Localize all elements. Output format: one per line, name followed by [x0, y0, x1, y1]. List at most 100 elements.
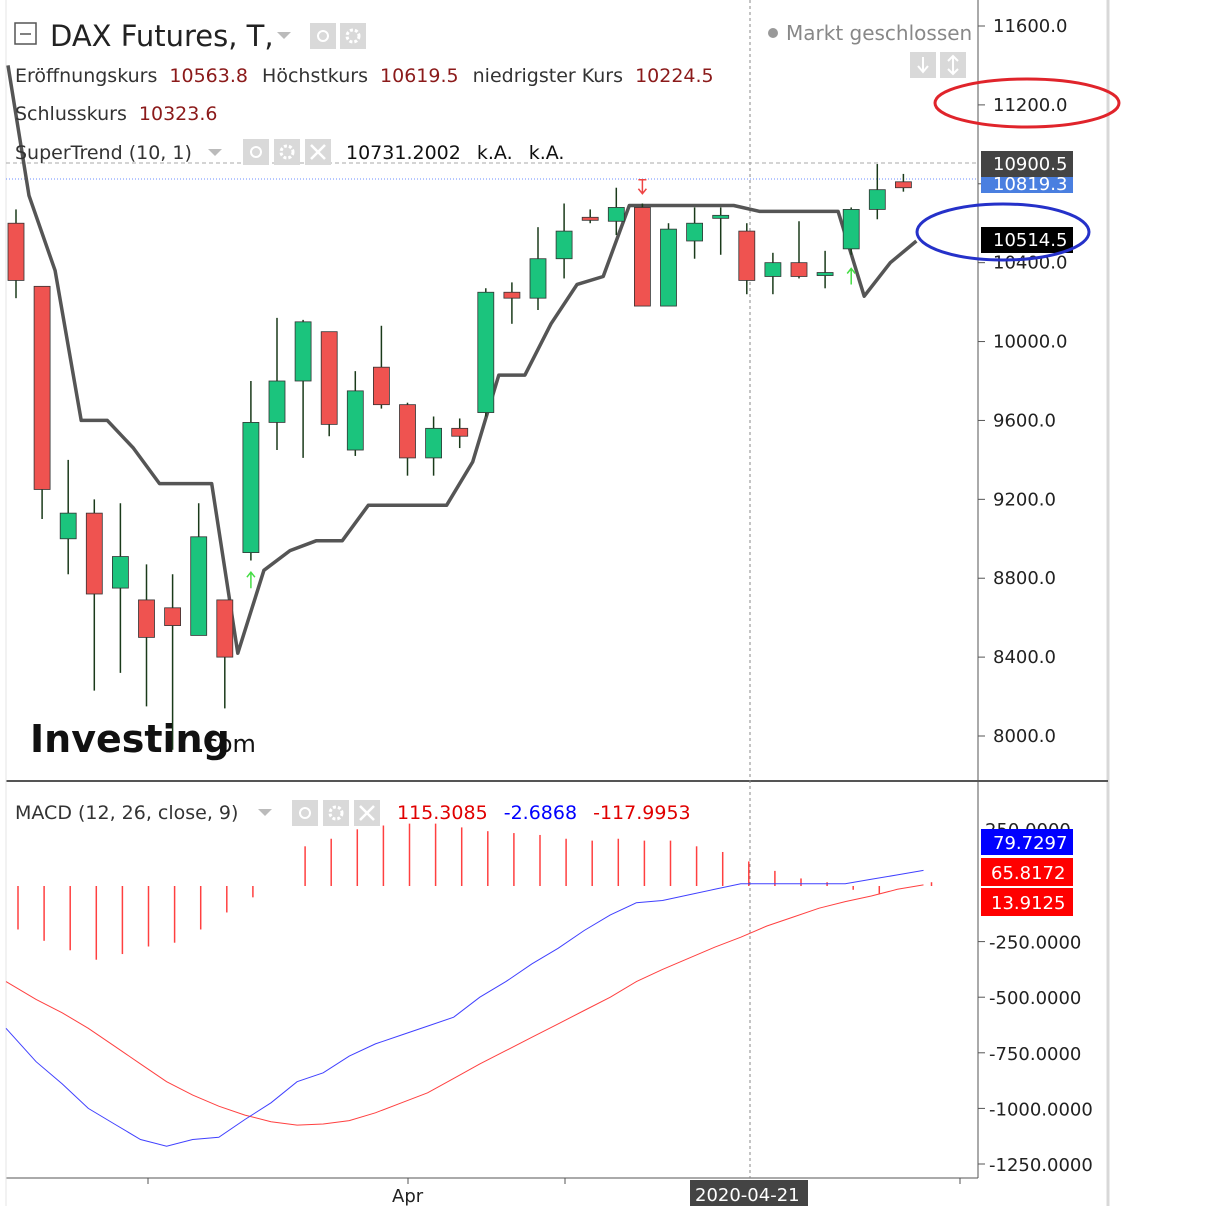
macd-line: [5, 869, 924, 1147]
candle-body: [425, 427, 443, 459]
macd-value-3: -117.9953: [593, 802, 691, 824]
candle-body: [816, 272, 834, 276]
macd-tag-signal-text: 65.8172: [991, 863, 1065, 884]
supertrend-values: 10731.2002 k.A. k.A.: [346, 142, 564, 164]
price-axis-label: 8800.0: [993, 568, 1056, 589]
candle-body: [712, 214, 730, 219]
gear-icon: [328, 805, 344, 821]
candle-body: [790, 262, 808, 277]
macd-axis-label: -500.0000: [989, 988, 1081, 1009]
market-status-dot: [768, 28, 778, 38]
title-settings-button[interactable]: [340, 23, 366, 49]
supertrend-na2: k.A.: [529, 142, 565, 164]
price-axis-label: 11200.0: [993, 95, 1067, 116]
arrow-down-icon: [917, 57, 929, 74]
candle-body: [686, 222, 703, 242]
macd-dropdown-icon[interactable]: [258, 809, 272, 816]
candle-body: [842, 209, 860, 250]
collapse-button[interactable]: [14, 22, 37, 45]
candle-body: [112, 556, 129, 589]
supertrend-eye-button[interactable]: [243, 139, 269, 165]
gear-icon: [345, 28, 361, 44]
macd-axis-ticks: -250.0000 -500.0000 -750.0000 -1000.0000 -12…: [978, 933, 1093, 1176]
price-tag-last-text: 10900.5: [993, 154, 1067, 175]
supertrend-dropdown-icon[interactable]: [208, 149, 222, 156]
title-visibility-button[interactable]: [310, 23, 336, 49]
watermark-suffix: .com: [197, 730, 256, 758]
candle-body: [164, 607, 182, 626]
macd-tag-macd-text: 79.7297: [993, 833, 1067, 854]
supertrend-value: 10731.2002: [346, 142, 461, 164]
macd-tag-signal-bg: [981, 858, 1073, 886]
arrow-up-signal-icon: [846, 267, 856, 285]
supertrend-label[interactable]: SuperTrend (10, 1): [15, 142, 192, 164]
candle-body: [581, 216, 599, 221]
supertrend-settings-button[interactable]: [274, 139, 300, 165]
low-label: niedrigster Kurs: [473, 65, 623, 87]
macd-values: 115.3085 -2.6868 -117.9953: [397, 802, 691, 824]
title-dropdown-icon[interactable]: [277, 32, 291, 39]
open-value: 10563.8: [169, 65, 248, 87]
macd-pane: [5, 823, 933, 1147]
close-icon: [310, 144, 326, 160]
candle-body: [33, 285, 51, 490]
candle-body: [634, 207, 651, 307]
candle-body: [85, 512, 103, 595]
candle-body: [555, 230, 573, 260]
macd-value-2: -2.6868: [504, 802, 577, 824]
macd-value-1: 115.3085: [397, 802, 488, 824]
candlestick-series: [7, 164, 912, 750]
price-tag-supertrend-text: 10514.5: [993, 230, 1067, 251]
macd-label[interactable]: MACD (12, 26, close, 9): [15, 802, 238, 824]
eye-icon: [317, 30, 329, 42]
candle-body: [346, 390, 364, 451]
arrow-down-signal-icon: [637, 178, 647, 195]
candle-body: [503, 291, 521, 299]
high-label: Höchstkurs: [262, 65, 368, 87]
eye-icon: [299, 807, 311, 819]
price-tag-bid: 10819.3: [981, 174, 1073, 195]
macd-tag-macd-bg: [981, 829, 1073, 855]
candle-body: [660, 228, 677, 307]
close-value: 10323.6: [139, 103, 218, 125]
market-status: Markt geschlossen: [786, 21, 972, 45]
chart-title: DAX Futures, T,: [50, 19, 274, 53]
supertrend-na1: k.A.: [477, 142, 513, 164]
price-tag-supertrend-bg: [981, 227, 1073, 253]
candle-body: [59, 512, 77, 540]
macd-eye-button[interactable]: [292, 800, 318, 826]
candle-body: [764, 262, 782, 277]
price-tag-last: 10900.5: [981, 151, 1073, 177]
macd-axis-label: -250.0000: [989, 933, 1081, 954]
candle-body: [372, 366, 390, 406]
macd-tag-signal: 65.8172: [981, 858, 1073, 886]
macd-axis-label: -1250.0000: [989, 1155, 1093, 1176]
candle-body: [399, 404, 416, 459]
candle-body: [320, 331, 338, 425]
candle-body: [607, 207, 625, 222]
price-axis-label: 10400.0: [993, 253, 1067, 274]
price-axis-label: 8000.0: [993, 726, 1056, 747]
candle-body: [451, 427, 469, 437]
macd-tag-hist: 13.9125: [981, 888, 1073, 916]
watermark-brand: Investing: [30, 717, 230, 761]
candle-body: [895, 181, 912, 189]
eye-icon-bg: [310, 23, 336, 49]
crosshair-date-bg: [690, 1180, 808, 1206]
macd-tag-hist-text: 13.9125: [991, 893, 1065, 914]
price-axis-label: 9200.0: [993, 489, 1056, 510]
annotation-red-ellipse: [933, 77, 1121, 129]
supertrend-signals: [246, 178, 856, 589]
open-label: Eröffnungskurs: [15, 65, 157, 87]
price-axis-label: 11600.0: [993, 16, 1067, 37]
close-icon: [359, 805, 375, 821]
high-value: 10619.5: [380, 65, 459, 87]
price-axis-label: 9600.0: [993, 410, 1056, 431]
price-tag-bid-text: 10819.3: [993, 174, 1067, 195]
gear-icon-bg: [340, 23, 366, 49]
macd-settings-button[interactable]: [323, 800, 349, 826]
arrow-up-signal-icon: [246, 570, 256, 589]
scroll-buttons[interactable]: [910, 52, 966, 78]
eye-icon: [250, 146, 262, 158]
